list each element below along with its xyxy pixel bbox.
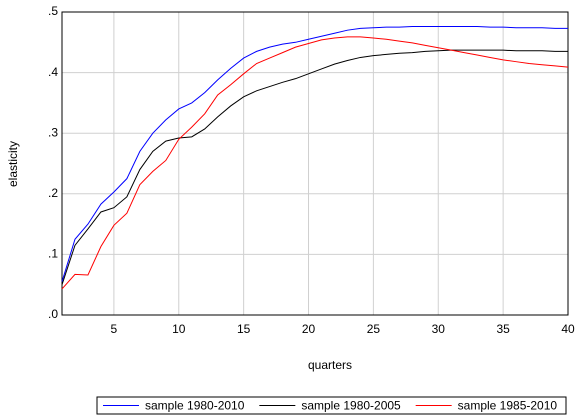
y-axis-label: elasticity (6, 141, 20, 187)
y-tick-label: .3 (48, 125, 58, 139)
legend-label: sample 1985-2010 (458, 399, 558, 413)
y-tick-label: .0 (48, 307, 58, 321)
x-tick-label: 25 (367, 322, 381, 336)
y-tick-label: .2 (48, 186, 58, 200)
y-tick-label: .4 (48, 65, 58, 79)
plot-frame (61, 11, 569, 316)
series-line (61, 49, 568, 285)
x-tick-label: 30 (432, 322, 446, 336)
x-tick-label: 5 (111, 322, 118, 336)
y-tick-label: .5 (48, 4, 58, 18)
x-tick-label: 35 (496, 322, 510, 336)
series-line (61, 36, 569, 290)
legend-label: sample 1980-2005 (301, 399, 401, 413)
x-tick-label: 15 (237, 322, 251, 336)
y-tick-label: .1 (48, 247, 58, 261)
x-tick-label: 10 (172, 322, 186, 336)
x-tick-label: 40 (561, 322, 575, 336)
legend-box (96, 396, 567, 415)
legend-label: sample 1980-2010 (145, 399, 245, 413)
x-axis-label: quarters (308, 358, 352, 372)
x-tick-label: 20 (302, 322, 316, 336)
series-line (61, 26, 568, 282)
